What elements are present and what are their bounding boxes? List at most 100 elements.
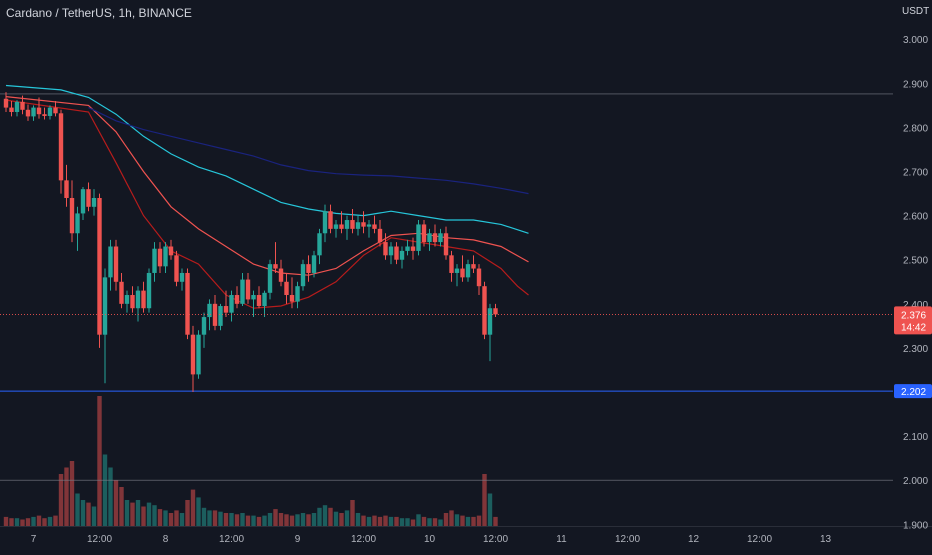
candle-body[interactable] — [207, 303, 212, 318]
candle-body[interactable] — [339, 224, 344, 229]
candle-body[interactable] — [427, 233, 432, 243]
candle-body[interactable] — [234, 295, 240, 304]
candle-body[interactable] — [438, 233, 443, 243]
candle-body[interactable] — [355, 222, 361, 229]
candle-body[interactable] — [388, 246, 394, 256]
candle-body[interactable] — [179, 272, 185, 282]
candle-body[interactable] — [350, 220, 355, 229]
candle-body[interactable] — [273, 264, 278, 269]
candle-body[interactable] — [366, 224, 372, 227]
candle-body[interactable] — [344, 220, 350, 229]
candle-body[interactable] — [333, 224, 339, 229]
candle-body[interactable] — [36, 107, 42, 115]
candle-body[interactable] — [135, 290, 141, 309]
candle-body[interactable] — [361, 222, 366, 227]
candle-body[interactable] — [80, 189, 86, 214]
candle-body[interactable] — [454, 268, 460, 273]
candle-body[interactable] — [152, 248, 157, 273]
candle-body[interactable] — [201, 317, 207, 335]
candle-body[interactable] — [262, 292, 267, 307]
price-tick-label: 2.800 — [903, 123, 928, 134]
candle-body[interactable] — [482, 286, 487, 335]
price-tick-label: 2.300 — [903, 344, 928, 355]
candle-body[interactable] — [9, 107, 14, 112]
candle-body[interactable] — [328, 211, 333, 229]
candle-body[interactable] — [421, 224, 427, 243]
volume-bar — [465, 516, 471, 526]
price-axis-panel[interactable] — [893, 0, 932, 550]
candle-body[interactable] — [449, 255, 454, 273]
candle-body[interactable] — [278, 268, 284, 282]
candle-body[interactable] — [471, 264, 476, 269]
candle-body[interactable] — [405, 246, 410, 251]
candle-body[interactable] — [47, 107, 53, 116]
candle-body[interactable] — [146, 272, 152, 309]
candle-body[interactable] — [267, 264, 273, 293]
candle-body[interactable] — [124, 295, 130, 304]
candle-body[interactable] — [300, 264, 306, 287]
candle-body[interactable] — [168, 246, 174, 256]
candle-body[interactable] — [25, 109, 31, 117]
candle-body[interactable] — [383, 242, 388, 256]
candle-body[interactable] — [31, 107, 36, 117]
volume-bar — [399, 518, 405, 526]
candle-body[interactable] — [229, 295, 234, 313]
candle-body[interactable] — [416, 224, 421, 251]
candle-body[interactable] — [317, 233, 322, 256]
candle-body[interactable] — [3, 98, 9, 108]
candle-body[interactable] — [163, 246, 168, 267]
candle-body[interactable] — [14, 101, 20, 112]
candle-body[interactable] — [487, 308, 493, 335]
candle-body[interactable] — [75, 213, 80, 234]
candle-body[interactable] — [443, 233, 449, 256]
candle-body[interactable] — [86, 189, 91, 207]
candle-body[interactable] — [251, 295, 256, 300]
candle-body[interactable] — [240, 279, 245, 304]
candle-body[interactable] — [119, 281, 124, 304]
candle-body[interactable] — [196, 334, 201, 375]
candle-body[interactable] — [53, 107, 58, 114]
candle-body[interactable] — [108, 246, 113, 278]
candle-body[interactable] — [102, 277, 108, 335]
candle-body[interactable] — [245, 279, 251, 300]
candle-body[interactable] — [476, 268, 482, 287]
candle-body[interactable] — [113, 246, 119, 282]
candle-body[interactable] — [493, 308, 498, 315]
candle-body[interactable] — [377, 228, 383, 243]
candle-body[interactable] — [157, 248, 163, 267]
volume-bar — [328, 507, 333, 526]
candle-body[interactable] — [306, 264, 311, 273]
candle-body[interactable] — [399, 250, 405, 260]
candle-body[interactable] — [465, 264, 471, 278]
candle-body[interactable] — [410, 246, 416, 251]
candle-body[interactable] — [223, 306, 229, 313]
candle-body[interactable] — [42, 114, 47, 116]
candle-body[interactable] — [311, 255, 317, 273]
candle-body[interactable] — [295, 286, 300, 302]
candle-body[interactable] — [394, 246, 399, 260]
time-tick-label: 12:00 — [87, 534, 112, 545]
candle-body[interactable] — [256, 295, 262, 307]
candle-body[interactable] — [322, 211, 328, 234]
candle-body[interactable] — [130, 295, 135, 309]
candle-body[interactable] — [69, 197, 75, 234]
candle-body[interactable] — [185, 272, 190, 335]
candle-body[interactable] — [190, 334, 196, 375]
candle-body[interactable] — [58, 113, 64, 181]
candle-body[interactable] — [432, 233, 438, 243]
candle-body[interactable] — [460, 268, 465, 278]
candle-body[interactable] — [97, 197, 102, 335]
candle-body[interactable] — [20, 101, 25, 110]
candle-body[interactable] — [212, 303, 218, 326]
candle-body[interactable] — [141, 290, 146, 309]
candle-body[interactable] — [174, 255, 179, 282]
price-tick-label: 2.100 — [903, 432, 928, 443]
candle-body[interactable] — [284, 281, 289, 296]
candle-body[interactable] — [64, 180, 69, 198]
candle-body[interactable] — [289, 295, 295, 302]
candle-body[interactable] — [91, 197, 97, 207]
candle-body[interactable] — [218, 306, 223, 326]
candle-body[interactable] — [372, 224, 377, 229]
